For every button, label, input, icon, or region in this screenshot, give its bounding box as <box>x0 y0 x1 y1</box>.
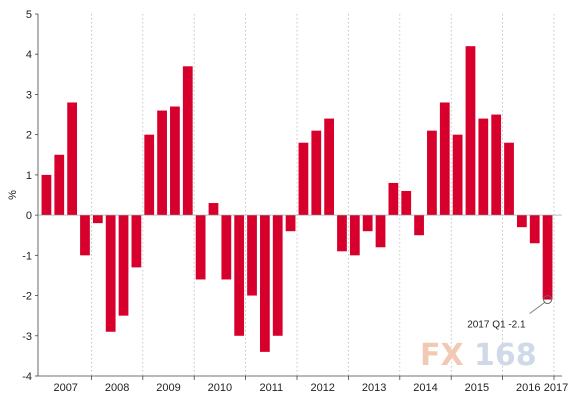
bar-38 <box>529 215 540 244</box>
bar-27 <box>388 182 399 216</box>
x-tick-label-2016: 2016 <box>516 382 540 394</box>
annotation-leader <box>529 302 545 314</box>
bar-19 <box>285 215 296 232</box>
bar-22 <box>324 118 335 216</box>
bar-13 <box>208 203 219 216</box>
y-tick-label: -1 <box>22 250 32 262</box>
y-tick-label: -4 <box>22 371 32 383</box>
watermark-168: 168 <box>474 338 537 373</box>
bar-32 <box>452 134 463 216</box>
bar-8 <box>144 134 155 216</box>
x-tick-label-2009: 2009 <box>156 382 180 394</box>
bar-35 <box>491 114 502 216</box>
bar-7 <box>131 215 142 268</box>
bar-37 <box>516 215 527 228</box>
x-tick-label-2013: 2013 <box>362 382 386 394</box>
bar-25 <box>362 215 373 232</box>
x-tick-label-2012: 2012 <box>310 382 334 394</box>
bar-24 <box>349 215 360 256</box>
x-tick-label-2011: 2011 <box>259 382 283 394</box>
bar-3 <box>80 215 90 256</box>
y-axis-ticks: 5 4 3 2 1 0 -1 -2 -3 -4 <box>22 9 39 383</box>
fx168-watermark: FX 168 <box>420 338 537 373</box>
x-tick-label-2008: 2008 <box>105 382 129 394</box>
bar-15 <box>234 215 245 336</box>
watermark-fx: FX <box>420 338 464 373</box>
bar-20 <box>298 142 309 216</box>
y-tick-label: 0 <box>26 210 32 222</box>
bar-9 <box>157 110 167 216</box>
bar-4 <box>92 215 103 224</box>
annotation: 2017 Q1 -2.1 <box>467 295 553 331</box>
x-tick-label-2017: 2017 <box>544 382 568 394</box>
bar-21 <box>311 130 322 216</box>
bar-28 <box>401 190 412 216</box>
y-tick-label: -2 <box>22 291 32 303</box>
bar-2 <box>67 102 78 216</box>
y-tick-label: -3 <box>22 331 32 343</box>
bar-29 <box>414 215 424 236</box>
bar-36 <box>504 142 514 216</box>
y-tick-label: 2 <box>26 130 32 142</box>
y-tick-label: 4 <box>26 49 32 61</box>
bar-11 <box>182 66 193 216</box>
vertical-gridlines <box>91 14 555 376</box>
bar-17 <box>259 215 270 352</box>
bar-10 <box>170 106 180 216</box>
x-tick-label-2007: 2007 <box>53 382 77 394</box>
bar-33 <box>465 46 476 216</box>
bar-18 <box>272 215 283 336</box>
x-tick-label-2014: 2014 <box>413 382 437 394</box>
annotation-marker <box>543 295 553 305</box>
bar-30 <box>427 130 437 216</box>
bar-5 <box>105 215 116 332</box>
x-axis: 2007 2008 2009 2010 2011 2012 2013 2014 2015 2016… <box>38 375 568 394</box>
bar-31 <box>439 102 450 216</box>
bar-6 <box>118 215 129 316</box>
y-tick-label: 3 <box>26 89 32 101</box>
annotation-label: 2017 Q1 -2.1 <box>467 320 526 331</box>
y-tick-label: 5 <box>26 9 32 21</box>
y-axis-label: % <box>7 190 19 200</box>
bar-1 <box>54 154 65 216</box>
bars <box>38 46 562 352</box>
bar-23 <box>337 215 347 252</box>
bar-39 <box>542 215 553 300</box>
y-tick-label: 1 <box>26 170 32 182</box>
bar-0 <box>41 174 52 216</box>
bar-16 <box>247 215 257 296</box>
bar-14 <box>221 215 232 280</box>
bar-26 <box>375 215 386 248</box>
x-tick-label-2015: 2015 <box>465 382 489 394</box>
bar-12 <box>195 215 206 280</box>
bar-34 <box>478 118 489 216</box>
x-tick-label-2010: 2010 <box>208 382 232 394</box>
